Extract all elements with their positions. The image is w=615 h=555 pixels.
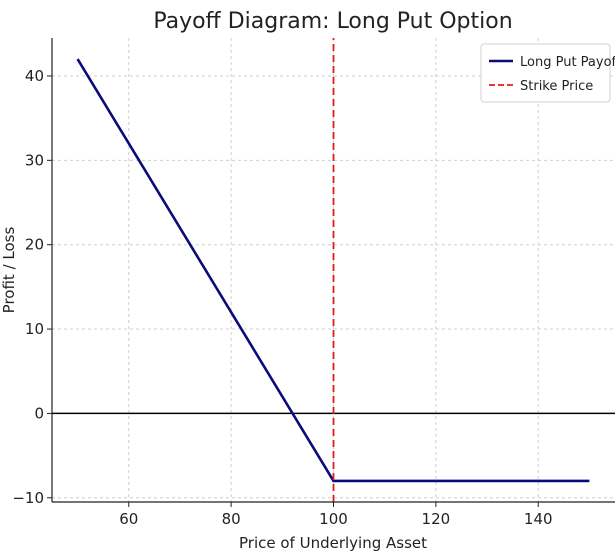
legend-label: Long Put Payoff [520,55,615,70]
legend: Long Put Payoff Strike Price [480,43,615,103]
y-tick-label: 10 [25,320,44,338]
y-tick-label: 40 [25,67,44,85]
y-tick-label: −10 [12,489,44,507]
x-axis-label: Price of Underlying Asset [239,534,427,552]
x-tick-label: 120 [422,510,451,528]
x-tick-label: 80 [222,510,241,528]
y-tick-label: 20 [25,236,44,254]
y-tick-label: 0 [34,404,44,422]
long-put-payoff-line [76,58,590,483]
x-tick-label: 140 [524,510,553,528]
x-tick-label: 60 [119,510,138,528]
y-axis-label: Profit / Loss [0,227,18,314]
legend-label: Strike Price [520,79,593,94]
legend-box [480,43,611,103]
chart-title: Payoff Diagram: Long Put Option [153,9,512,34]
axes: 60 80 100 120 140 −10 0 10 20 30 40 [12,38,615,528]
series [76,38,590,502]
x-tick-label: 100 [319,510,348,528]
y-tick-label: 30 [25,151,44,169]
